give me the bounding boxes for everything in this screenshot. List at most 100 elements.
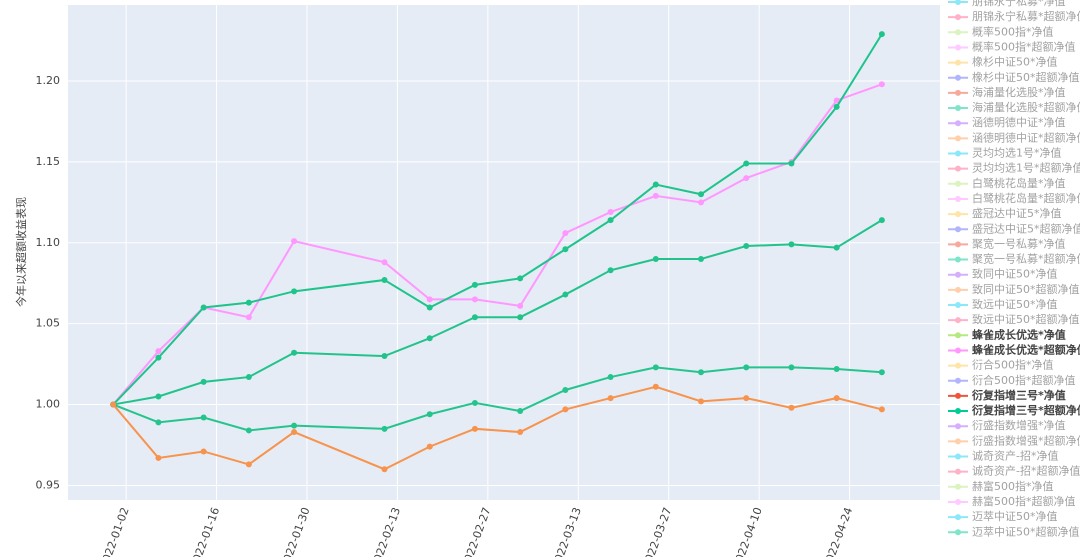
data-point (426, 296, 433, 303)
data-point (381, 466, 388, 473)
data-point (788, 160, 795, 167)
x-tick-label: 2022-01-30 (279, 506, 313, 557)
legend-label: 诚奇资产-招*净值 (972, 449, 1058, 463)
legend-marker (955, 29, 961, 36)
data-point (245, 461, 252, 468)
data-point (381, 259, 388, 266)
data-point (698, 255, 705, 262)
legend-marker (955, 408, 961, 415)
data-point (788, 241, 795, 248)
y-tick-label: 1.00 (36, 398, 61, 411)
y-axis-title: 今年以来超额收益表现 (14, 197, 28, 307)
data-point (562, 246, 569, 253)
legend-item: 概率500指*超额净值 (948, 39, 1076, 53)
x-tick-label: 2022-04-10 (731, 506, 765, 557)
data-point (517, 314, 524, 321)
data-point (698, 369, 705, 376)
y-tick-label: 1.15 (36, 155, 61, 168)
data-point (833, 244, 840, 251)
plot-area (68, 5, 940, 500)
data-point (878, 217, 885, 224)
y-tick-label: 0.95 (36, 478, 61, 491)
legend-marker (955, 347, 961, 354)
legend-item: 聚宽一号私募*超额净值 (948, 252, 1080, 266)
legend-label: 朋锦永宁私募*净值 (972, 0, 1066, 8)
legend-label: 迈萃中证50*超额净值 (972, 524, 1080, 538)
data-point (562, 387, 569, 393)
data-point (652, 181, 659, 188)
data-point (833, 395, 840, 402)
legend-marker (955, 302, 961, 308)
legend-marker (955, 529, 961, 536)
y-tick-label: 1.20 (36, 74, 61, 87)
data-point (155, 348, 162, 355)
y-tick-label: 1.05 (36, 317, 61, 330)
data-point (562, 230, 569, 237)
legend-label: 海浦量化选股*净值 (972, 85, 1066, 99)
legend-item: 衍复指增三号*超额净值 (948, 403, 1080, 417)
data-point (155, 454, 162, 461)
data-point (291, 349, 298, 356)
legend-item: 致同中证50*净值 (948, 267, 1058, 281)
data-point (698, 199, 705, 206)
legend-label: 致同中证50*净值 (972, 267, 1058, 281)
data-point (245, 374, 252, 381)
legend-item: 盛冠达中证5*净值 (948, 206, 1062, 220)
legend-marker (955, 14, 961, 21)
data-point (743, 243, 750, 250)
legend-marker (955, 89, 961, 96)
legend-marker (955, 211, 961, 218)
legend-label: 朋锦永宁私募*超额净值 (972, 9, 1080, 23)
data-point (200, 414, 207, 421)
legend-item: 聚宽一号私募*净值 (948, 236, 1066, 250)
data-point (245, 314, 252, 321)
data-point (878, 406, 885, 413)
data-point (471, 425, 478, 432)
legend-marker (955, 256, 961, 263)
legend-marker (955, 44, 961, 51)
legend-item: 盛冠达中证5*超额净值 (948, 221, 1080, 235)
legend-item: 白鹭桃花岛量*净值 (948, 176, 1066, 190)
legend-item: 衍盛指数增强*超额净值 (948, 433, 1080, 447)
x-tick-label: 2022-03-27 (640, 506, 674, 557)
legend-label: 衍复指增三号*净值 (971, 388, 1066, 402)
data-point (426, 335, 433, 342)
data-point (517, 275, 524, 282)
data-point (788, 364, 795, 371)
data-point (381, 425, 388, 432)
data-point (607, 267, 614, 274)
legend-marker (955, 332, 961, 339)
data-point (607, 217, 614, 224)
legend-label: 灵均均选1号*超额净值 (972, 161, 1080, 175)
data-point (652, 255, 659, 262)
legend-marker (955, 483, 961, 490)
legend-item: 灵均均选1号*超额净值 (948, 161, 1080, 175)
legend-item: 迈萃中证50*超额净值 (948, 524, 1080, 538)
data-point (517, 429, 524, 436)
data-point (652, 383, 659, 390)
legend-item: 朋锦永宁私募*超额净值 (948, 9, 1080, 23)
legend-item: 海浦量化选股*净值 (948, 85, 1066, 99)
legend-marker (955, 438, 961, 445)
legend-label: 衍盛指数增强*净值 (972, 418, 1066, 432)
data-point (426, 304, 433, 311)
legend-label: 概率500指*超额净值 (972, 39, 1076, 53)
legend-item: 赫富500指*净值 (948, 479, 1054, 493)
data-point (562, 406, 569, 413)
legend-marker (955, 453, 961, 460)
legend-label: 橡杉中证50*超额净值 (972, 70, 1080, 84)
data-point (291, 238, 298, 245)
legend-marker (955, 150, 961, 157)
data-point (743, 160, 750, 167)
x-tick-label: 2022-04-24 (821, 506, 855, 557)
legend-label: 橡杉中证50*净值 (972, 55, 1058, 69)
x-tick-label: 2022-01-16 (188, 506, 222, 557)
data-point (426, 443, 433, 450)
data-point (381, 277, 388, 283)
data-point (471, 296, 478, 303)
legend-item: 涵德明德中证*超额净值 (948, 130, 1080, 144)
legend-marker (955, 105, 961, 112)
legend-marker (955, 59, 961, 66)
legend-item: 橡杉中证50*净值 (948, 55, 1058, 69)
